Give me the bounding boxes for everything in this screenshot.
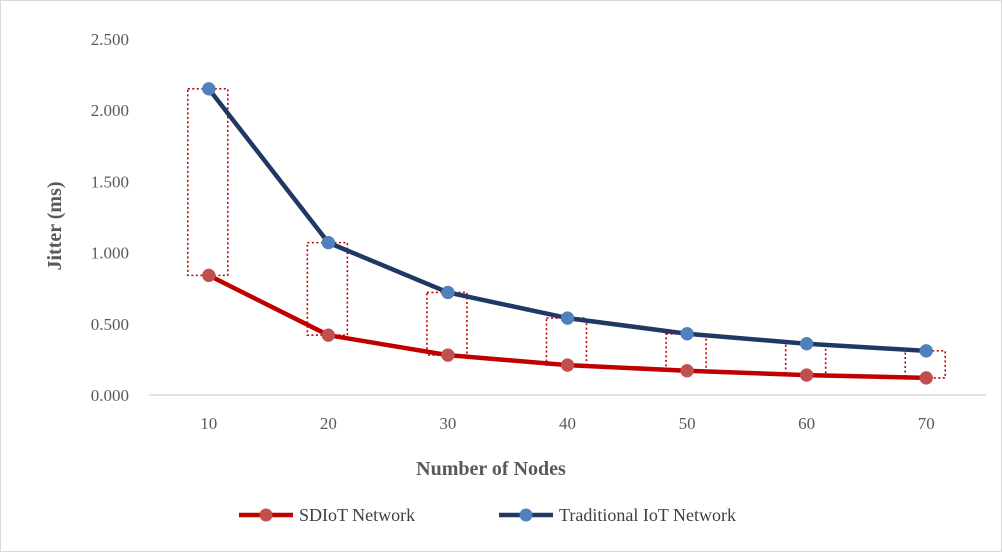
data-point: [441, 348, 455, 362]
legend: SDIoT Network Traditional IoT Network: [239, 505, 736, 525]
data-point: [799, 368, 814, 382]
y-tick-label: 1.000: [91, 244, 129, 263]
y-tick-label: 2.000: [91, 101, 129, 120]
data-point: [919, 371, 933, 385]
data-point: [202, 82, 216, 96]
data-point: [321, 328, 336, 342]
data-point: [680, 327, 694, 341]
legend-marker: [259, 508, 273, 522]
data-point: [680, 364, 694, 378]
x-tick-label: 40: [559, 414, 576, 433]
data-point: [560, 311, 575, 325]
x-tick-label: 20: [320, 414, 337, 433]
legend-label: SDIoT Network: [299, 505, 415, 525]
x-tick-label: 60: [798, 414, 815, 433]
legend-label: Traditional IoT Network: [559, 505, 736, 525]
data-point: [799, 336, 814, 351]
series-group: [202, 82, 933, 385]
gap-box: [426, 291, 468, 356]
data-point: [919, 344, 933, 358]
x-tick-label: 30: [439, 414, 456, 433]
x-tick-label: 50: [679, 414, 696, 433]
y-tick-label: 2.500: [91, 30, 129, 49]
x-tick-label: 10: [200, 414, 217, 433]
y-tick-label: 1.500: [91, 172, 129, 191]
x-tick-label: 70: [918, 414, 935, 433]
gap-box: [545, 317, 588, 366]
gap-annotation-group: [186, 88, 947, 379]
x-axis-title: Number of Nodes: [416, 458, 566, 480]
data-point: [202, 268, 216, 283]
data-point: [441, 285, 455, 300]
axis-group: 0.000 0.500 1.000 1.500 2.000 2.500 10 20 30 40 50…: [91, 30, 986, 433]
gap-box: [306, 241, 349, 336]
y-axis-title: Jitter (ms): [44, 181, 66, 270]
data-point: [321, 235, 336, 250]
gap-box: [186, 88, 229, 277]
data-point: [560, 358, 575, 372]
legend-marker: [519, 508, 533, 522]
y-tick-label: 0.500: [91, 315, 129, 334]
y-tick-label: 0.000: [91, 386, 129, 405]
